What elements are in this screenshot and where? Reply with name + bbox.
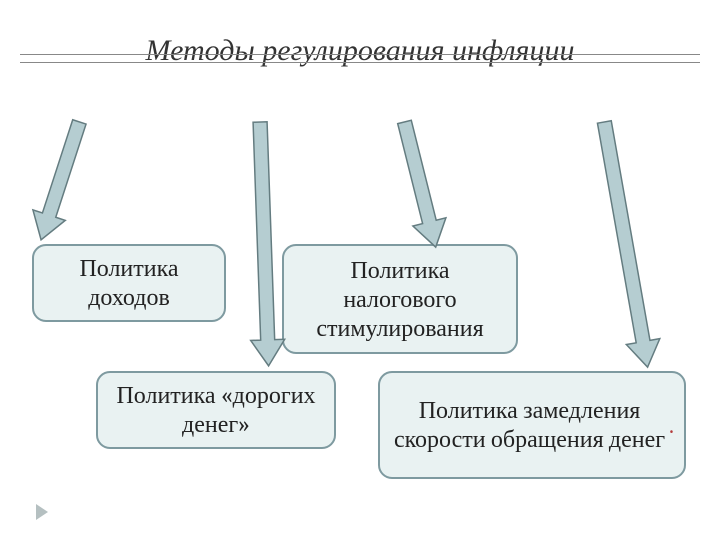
concept-box: Политика замедления скорости обращения д…	[378, 371, 686, 479]
arrow-down-icon	[579, 116, 673, 376]
slide-marker-icon	[36, 504, 48, 520]
concept-box: Политика налогового стимулирования	[282, 244, 518, 354]
arrow-down-icon	[16, 112, 104, 251]
arrow-down-icon	[235, 119, 294, 371]
arrow-down-icon	[380, 114, 461, 257]
concept-box: Политика «дорогих денег»	[96, 371, 336, 449]
title-underline-1	[20, 54, 700, 55]
title-underline-2	[20, 62, 700, 63]
concept-box: Политика доходов	[32, 244, 226, 322]
